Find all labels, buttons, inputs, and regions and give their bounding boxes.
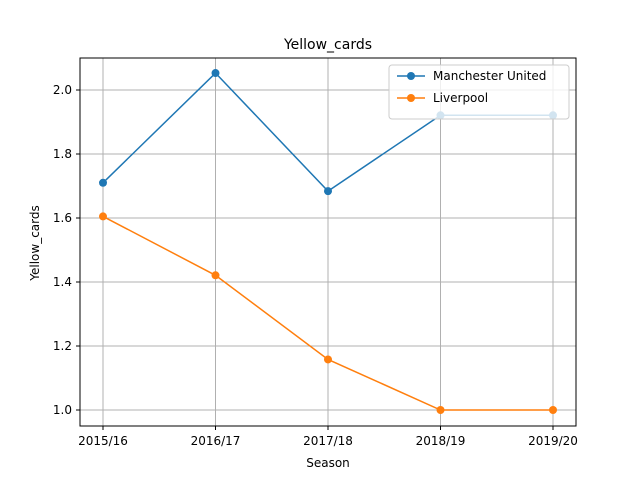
y-axis-label: Yellow_cards [28, 205, 42, 282]
y-tick-label: 2.0 [53, 83, 72, 97]
axes: 2015/16 2016/17 2017/18 2018/19 2019/20 1.0 1.… [53, 83, 578, 448]
y-tick-label: 1.6 [53, 211, 72, 225]
legend-box [388, 64, 570, 120]
legend-marker [407, 94, 415, 102]
x-tick-label: 2019/20 [528, 434, 578, 448]
legend: Manchester United Liverpool [388, 64, 570, 120]
legend-item: Liverpool [397, 91, 488, 105]
data-point [549, 406, 557, 414]
data-point [324, 355, 332, 364]
data-point [211, 69, 220, 78]
legend-label: Liverpool [433, 91, 488, 105]
data-point [99, 178, 107, 187]
x-axis-label: Season [306, 456, 350, 470]
legend-marker [407, 72, 415, 80]
data-point [436, 406, 445, 414]
x-tick-label: 2018/19 [416, 434, 466, 448]
x-tick-label: 2017/18 [303, 434, 353, 448]
data-point [99, 212, 107, 221]
y-tick-label: 1.8 [53, 147, 72, 161]
series-liverpool [99, 212, 557, 414]
x-tick-label: 2016/17 [191, 434, 241, 448]
y-tick-label: 1.4 [53, 275, 72, 289]
y-tick-label: 1.0 [53, 403, 72, 417]
chart-title: Yellow_cards [283, 37, 372, 53]
data-point [324, 187, 332, 196]
y-tick-label: 1.2 [53, 339, 72, 353]
legend-label: Manchester United [433, 69, 546, 83]
data-point [211, 271, 220, 280]
x-tick-label: 2015/16 [78, 434, 128, 448]
legend-item: Manchester United [397, 69, 546, 83]
